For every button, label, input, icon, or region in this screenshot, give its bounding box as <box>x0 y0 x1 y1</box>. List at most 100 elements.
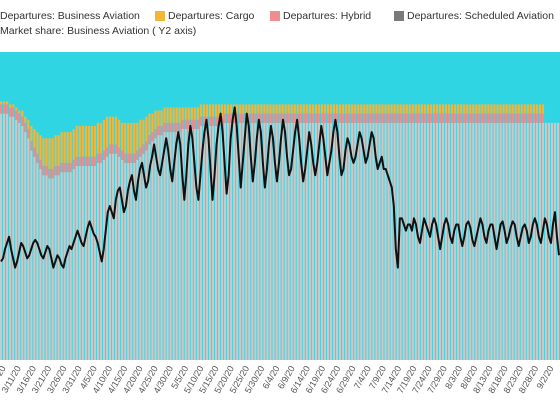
bar-segment <box>451 104 454 114</box>
bar-segment <box>245 104 248 114</box>
bar-segment <box>6 104 9 114</box>
bar-segment <box>402 122 405 360</box>
bar-segment <box>157 135 160 360</box>
bar-segment <box>130 162 133 360</box>
bar-segment <box>6 113 9 360</box>
bar-segment <box>553 122 557 360</box>
bar-segment <box>275 104 278 114</box>
legend-swatch <box>155 11 165 21</box>
bar-segment <box>36 132 39 154</box>
bar-segment <box>124 162 127 360</box>
bar-segment <box>466 122 469 360</box>
bar-segment <box>363 113 366 123</box>
bar-segment <box>490 104 493 114</box>
bar-segment <box>202 116 205 126</box>
bar-segment <box>339 122 342 360</box>
bar-segment <box>151 113 154 133</box>
bar-segment <box>393 113 396 123</box>
bar-segment <box>51 138 54 170</box>
bar-segment <box>402 113 405 123</box>
bar-segment <box>254 104 257 114</box>
bar-segment <box>211 125 215 360</box>
bar-segment <box>339 113 342 123</box>
bar-segment <box>454 104 457 114</box>
bar-segment <box>157 125 160 136</box>
bar-segment <box>18 110 21 114</box>
bar-segment <box>293 122 296 360</box>
bar-segment <box>12 104 15 108</box>
bar-segment <box>375 104 378 114</box>
bar-segment <box>233 113 236 123</box>
bar-segment <box>281 113 284 123</box>
bar-segment <box>487 113 490 123</box>
bar-segment <box>463 113 466 123</box>
bar-segment <box>239 104 242 114</box>
bar-segment <box>30 141 33 151</box>
bar-segment <box>408 122 411 360</box>
bar-segment <box>230 113 233 123</box>
bar-segment <box>478 122 481 360</box>
bar-segment <box>323 104 327 114</box>
bar-segment <box>151 141 154 360</box>
bar-segment <box>381 113 384 123</box>
bar-segment <box>121 159 124 360</box>
bar-segment <box>118 147 121 157</box>
bar-segment <box>505 104 508 114</box>
bar-segment <box>444 104 448 114</box>
bar-segment <box>308 104 311 114</box>
bar-segment <box>15 119 18 360</box>
bar-segment <box>357 122 360 360</box>
bar-segment <box>520 113 523 123</box>
bar-segment <box>142 144 145 154</box>
bar-segment <box>532 104 535 114</box>
bar-segment <box>190 119 193 129</box>
bar-segment <box>9 104 12 108</box>
bar-segment <box>348 122 351 360</box>
bar-segment <box>266 104 269 114</box>
legend-swatch <box>270 11 280 21</box>
bar-segment <box>154 129 157 139</box>
bar-segment <box>236 122 239 360</box>
bar-segment <box>239 113 242 123</box>
bar-segment <box>469 113 472 123</box>
bar-segment <box>384 122 387 360</box>
bar-segment <box>227 104 230 114</box>
bar-segment <box>66 162 69 173</box>
bar-segment <box>284 122 287 360</box>
bar-segment <box>369 104 372 114</box>
bar-segment <box>254 113 257 123</box>
bar-segment <box>78 125 81 157</box>
bar-segment <box>538 113 541 123</box>
bar-segment <box>414 122 417 360</box>
bar-segment <box>435 113 439 123</box>
bar-segment <box>187 129 190 360</box>
bar-segment <box>163 122 166 133</box>
bar-segment <box>60 162 63 173</box>
bar-segment <box>172 107 175 123</box>
bar-segment <box>484 104 487 114</box>
bar-segment <box>478 104 481 114</box>
bar-segment <box>175 107 178 123</box>
bar-segment <box>33 147 36 157</box>
bar-segment <box>224 113 227 123</box>
bar-segment <box>366 104 369 114</box>
bar-segment <box>472 113 475 123</box>
bar-segment <box>184 107 187 120</box>
bar-segment <box>66 172 69 360</box>
bar-segment <box>454 113 457 123</box>
bar-segment <box>118 119 121 148</box>
bar-segment <box>30 150 33 360</box>
bar-segment <box>184 119 187 129</box>
bar-segment <box>24 122 27 133</box>
bar-segment <box>172 132 175 360</box>
bar-segment <box>190 107 193 120</box>
bar-segment <box>42 138 45 166</box>
bar-segment <box>133 162 136 360</box>
bar-segment <box>24 132 27 360</box>
bar-segment <box>390 122 393 360</box>
bar-segment <box>372 122 375 360</box>
bar-segment <box>514 104 517 114</box>
bar-segment <box>133 122 136 154</box>
bar-segment <box>378 104 381 114</box>
